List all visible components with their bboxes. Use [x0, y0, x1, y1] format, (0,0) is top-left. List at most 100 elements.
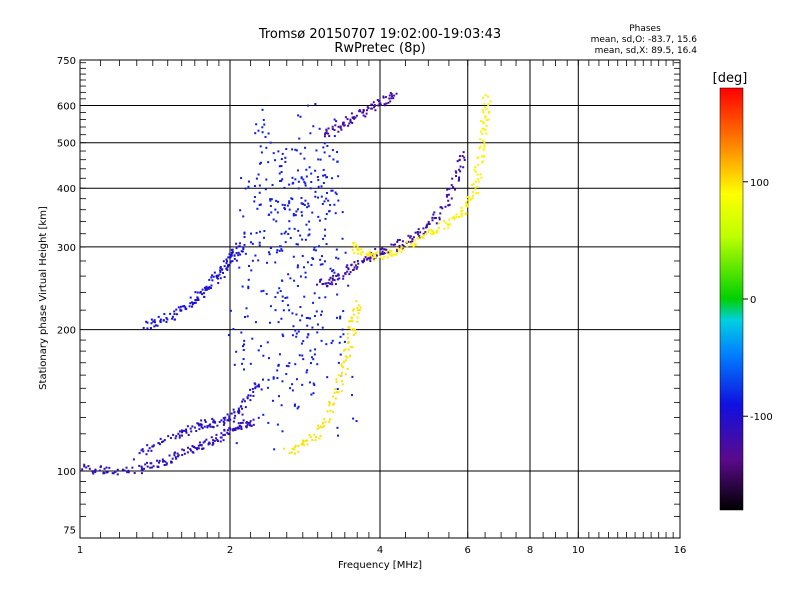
data-point — [156, 324, 159, 327]
data-point — [268, 253, 271, 256]
colorbar-ticks: -100 0 100 — [743, 178, 773, 423]
data-point — [243, 400, 246, 403]
data-point — [247, 285, 250, 288]
data-point — [342, 360, 345, 363]
data-point — [311, 211, 314, 214]
data-point — [445, 194, 448, 197]
data-point — [222, 271, 225, 274]
data-point — [106, 471, 109, 474]
data-point — [322, 181, 325, 184]
data-point — [319, 425, 322, 428]
data-point — [262, 289, 265, 292]
data-point — [232, 328, 235, 331]
data-point — [276, 423, 279, 426]
data-point — [373, 259, 376, 262]
data-point — [288, 208, 291, 211]
data-point — [375, 254, 378, 257]
data-point — [354, 264, 357, 267]
data-point — [152, 445, 155, 448]
data-point — [453, 216, 455, 219]
data-point — [153, 321, 156, 324]
data-point — [233, 411, 236, 414]
data-point — [376, 99, 379, 102]
data-point — [325, 213, 328, 216]
data-point — [347, 268, 350, 271]
data-point — [295, 149, 298, 152]
data-point — [309, 362, 312, 365]
data-point — [388, 94, 391, 97]
data-point — [329, 267, 332, 270]
data-point — [264, 188, 267, 191]
data-point — [257, 129, 260, 132]
data-point — [392, 243, 395, 246]
data-point — [334, 191, 337, 194]
data-point — [431, 219, 434, 222]
data-point — [423, 234, 426, 237]
y-tick-label: 750 — [57, 56, 76, 67]
data-point — [283, 186, 286, 189]
data-point — [352, 327, 355, 330]
data-point — [293, 404, 296, 407]
data-point — [337, 434, 340, 437]
x-tick-label: 2 — [227, 545, 233, 556]
data-point — [245, 421, 248, 424]
data-point — [345, 266, 348, 269]
data-point — [238, 410, 241, 413]
data-point — [300, 196, 303, 199]
data-point — [354, 328, 357, 331]
data-point — [143, 467, 146, 470]
data-point — [254, 132, 257, 135]
data-point — [373, 106, 376, 109]
data-point — [446, 188, 449, 191]
data-point — [351, 248, 354, 251]
data-point — [324, 282, 327, 285]
data-point — [322, 282, 325, 285]
data-point — [346, 332, 349, 335]
data-point — [353, 241, 356, 244]
data-point — [244, 406, 247, 409]
data-point — [173, 313, 176, 316]
data-point — [351, 375, 354, 378]
data-point — [383, 255, 386, 258]
data-point — [144, 463, 147, 466]
data-point — [259, 145, 262, 148]
data-point — [279, 245, 282, 248]
data-point — [288, 183, 291, 186]
data-point — [329, 418, 332, 421]
data-point — [249, 420, 252, 423]
data-point — [426, 223, 429, 226]
data-point — [347, 284, 350, 287]
data-point — [348, 122, 351, 125]
data-point — [253, 382, 256, 385]
data-point — [243, 343, 246, 346]
data-point — [233, 427, 236, 430]
data-point — [209, 425, 212, 428]
data-point — [389, 100, 392, 103]
data-point — [309, 187, 312, 190]
data-point — [353, 116, 356, 119]
data-point — [217, 282, 220, 285]
data-point — [272, 376, 275, 379]
data-point — [424, 231, 427, 234]
data-point — [299, 115, 302, 118]
data-point — [301, 354, 304, 357]
data-point — [477, 180, 480, 183]
data-point — [296, 208, 299, 211]
data-point — [159, 437, 162, 440]
data-point — [458, 155, 461, 158]
data-point — [352, 333, 355, 336]
data-point — [316, 283, 319, 286]
data-point — [257, 385, 260, 388]
data-point — [314, 249, 317, 252]
data-point — [232, 408, 235, 411]
data-point — [225, 267, 228, 270]
data-point — [127, 469, 130, 472]
data-point — [208, 286, 211, 289]
data-point — [331, 339, 334, 342]
data-point — [336, 426, 339, 429]
data-point — [330, 189, 333, 192]
data-point — [295, 378, 298, 381]
data-point — [382, 96, 385, 99]
data-point — [230, 412, 233, 415]
data-point — [212, 442, 215, 445]
